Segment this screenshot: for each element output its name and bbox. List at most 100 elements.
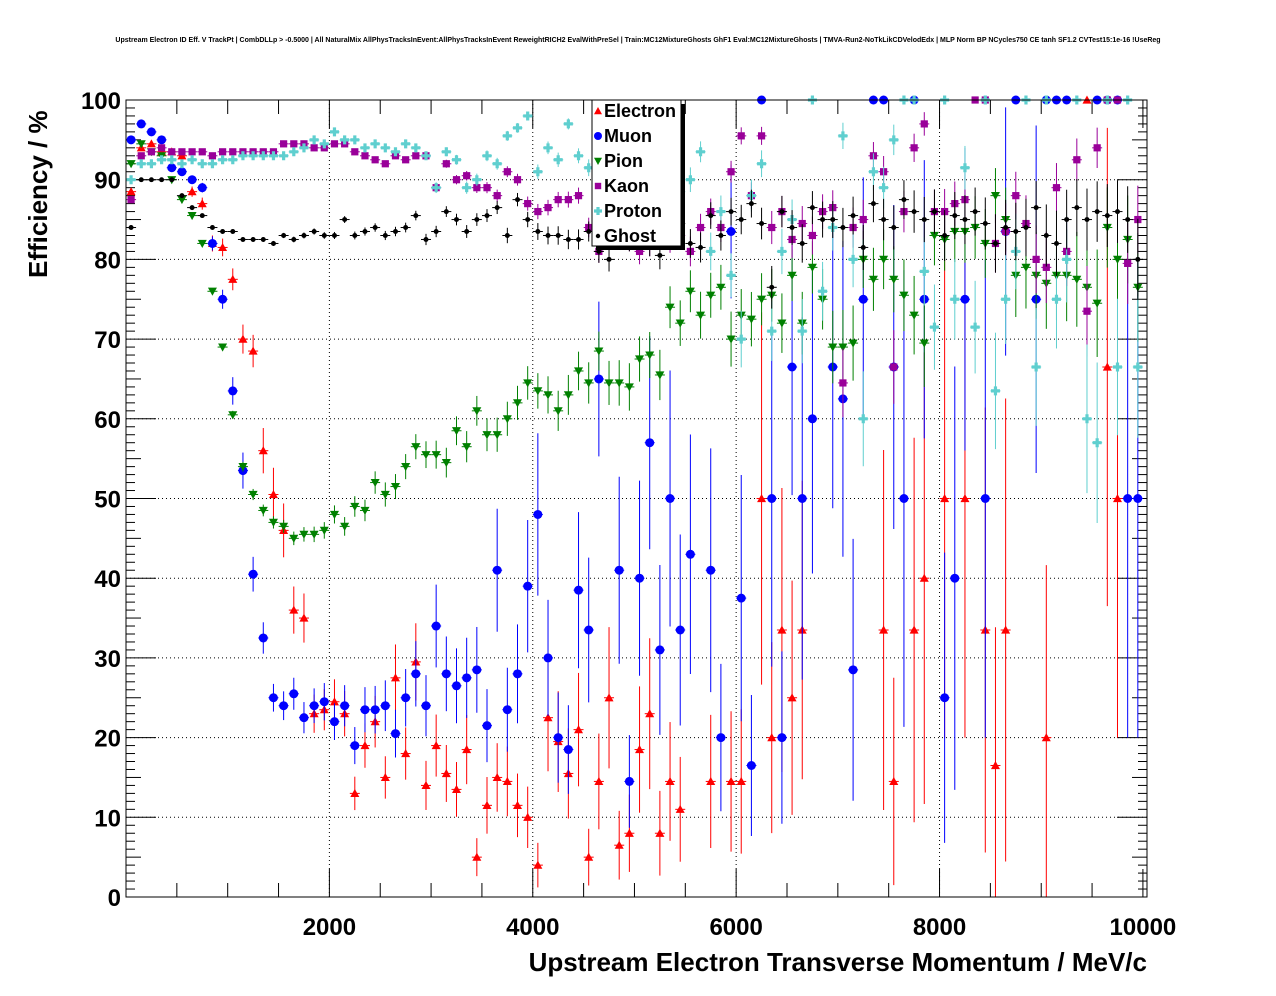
data-point xyxy=(289,689,299,699)
data-point xyxy=(502,776,512,786)
data-point xyxy=(197,239,207,248)
data-point xyxy=(665,776,675,786)
data-point xyxy=(929,322,939,332)
data-point xyxy=(911,209,917,215)
data-point xyxy=(441,459,451,468)
data-point xyxy=(635,745,645,754)
data-point xyxy=(178,148,186,156)
data-point xyxy=(197,183,207,193)
data-point xyxy=(1054,240,1059,246)
data-point xyxy=(848,339,858,348)
data-point xyxy=(563,745,573,755)
data-point xyxy=(920,120,928,128)
data-point xyxy=(401,749,411,758)
data-point xyxy=(197,159,207,169)
data-point xyxy=(372,225,378,230)
data-point xyxy=(553,733,563,743)
data-point xyxy=(675,625,685,635)
data-point xyxy=(268,518,278,527)
legend-label-electron: Electron xyxy=(604,101,676,121)
data-point xyxy=(1092,299,1102,308)
data-point xyxy=(433,229,439,234)
data-point xyxy=(543,713,553,722)
data-point xyxy=(767,326,777,336)
data-point xyxy=(940,494,950,503)
data-point xyxy=(1012,192,1020,200)
data-point xyxy=(982,221,988,227)
data-point xyxy=(970,322,980,332)
y-tick-label: 30 xyxy=(94,646,121,673)
data-point xyxy=(881,217,887,223)
y-tick-label: 80 xyxy=(94,247,121,274)
data-point xyxy=(462,183,472,193)
data-point xyxy=(1135,256,1141,262)
data-point xyxy=(787,271,797,280)
data-point xyxy=(218,294,228,304)
data-point xyxy=(248,490,258,500)
x-axis-title: Upstream Electron Transverse Momentum / … xyxy=(529,947,1147,977)
data-point xyxy=(248,151,258,161)
data-point xyxy=(635,355,645,364)
data-point xyxy=(543,143,553,153)
data-point xyxy=(187,155,197,165)
data-point xyxy=(472,665,482,675)
data-point xyxy=(230,229,236,234)
data-point xyxy=(1033,205,1039,211)
data-point xyxy=(716,283,726,292)
data-point xyxy=(451,427,461,436)
data-point xyxy=(299,613,309,622)
data-point xyxy=(1051,294,1061,304)
data-point xyxy=(1115,209,1120,215)
data-point xyxy=(645,351,655,360)
data-point xyxy=(586,229,592,234)
data-point xyxy=(1013,229,1019,234)
data-point xyxy=(431,451,441,460)
data-point xyxy=(779,209,785,215)
data-point xyxy=(614,840,624,849)
y-tick-label: 40 xyxy=(94,566,121,593)
data-point xyxy=(919,573,929,582)
data-point xyxy=(280,140,288,148)
data-point xyxy=(299,713,309,723)
data-point xyxy=(696,147,706,157)
data-point xyxy=(960,163,970,173)
data-point xyxy=(614,379,624,388)
data-point xyxy=(218,155,228,165)
data-point xyxy=(706,246,716,256)
data-point xyxy=(218,343,228,352)
data-point xyxy=(807,263,817,272)
data-point xyxy=(473,184,481,192)
data-point xyxy=(665,303,675,312)
data-point xyxy=(858,414,868,424)
data-point xyxy=(370,705,380,715)
x-tick-label: 6000 xyxy=(709,914,762,941)
data-point xyxy=(919,339,929,348)
y-tick-label: 70 xyxy=(94,327,121,354)
data-point xyxy=(594,776,604,786)
data-point xyxy=(380,772,390,782)
data-point xyxy=(1133,494,1143,503)
y-tick-labels: 0 10 20 30 40 50 60 70 80 90 100 xyxy=(81,88,121,912)
data-point xyxy=(727,168,735,176)
data-point xyxy=(687,240,693,246)
data-point xyxy=(850,213,856,219)
data-point xyxy=(289,534,299,543)
data-point xyxy=(442,160,450,168)
data-point xyxy=(309,135,319,145)
legend-box xyxy=(591,99,682,247)
data-point xyxy=(238,334,248,343)
data-point xyxy=(167,155,177,165)
data-point xyxy=(340,135,350,145)
data-point xyxy=(380,143,390,153)
data-point xyxy=(128,225,134,230)
data-point xyxy=(757,132,766,140)
data-point xyxy=(726,335,736,344)
data-point xyxy=(207,238,217,248)
data-point xyxy=(726,270,736,280)
data-point xyxy=(899,291,909,300)
data-point xyxy=(250,237,256,242)
x-tick-labels: 2000 4000 6000 8000 10000 xyxy=(303,914,1177,941)
data-point xyxy=(1112,494,1122,503)
data-point xyxy=(188,148,196,156)
data-point xyxy=(767,494,777,503)
